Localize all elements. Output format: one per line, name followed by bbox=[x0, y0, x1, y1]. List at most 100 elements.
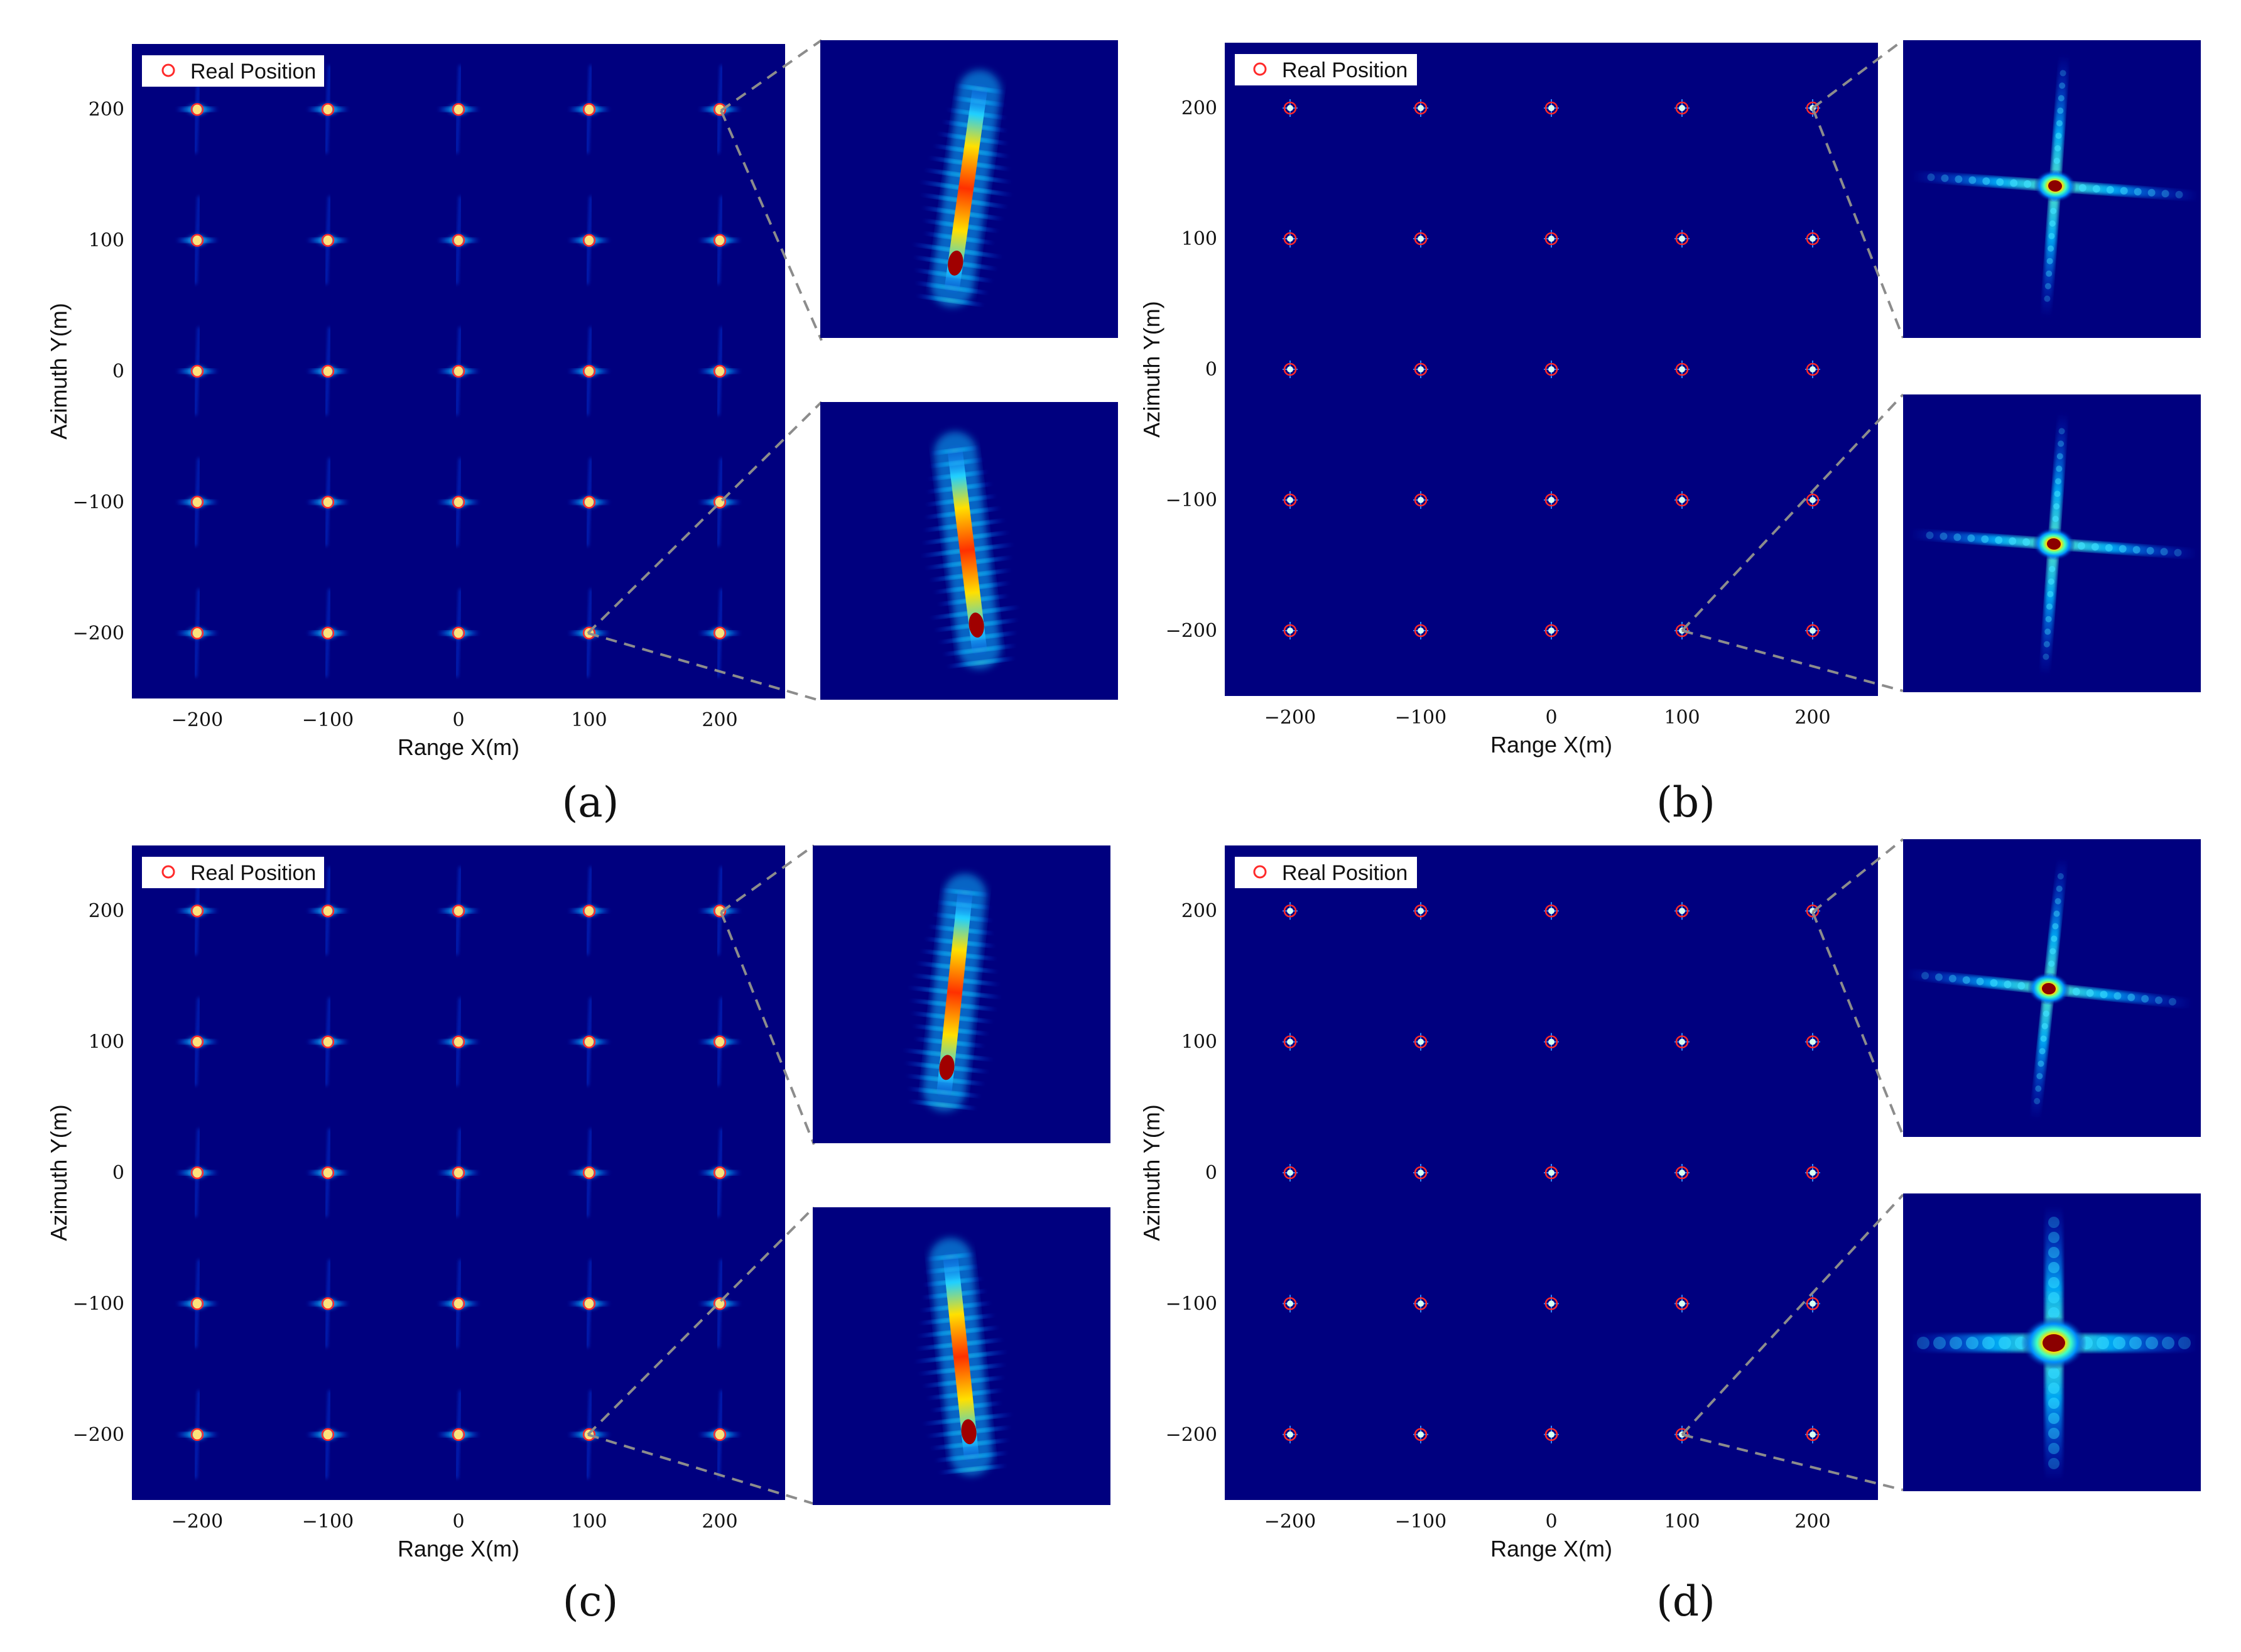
real-position-marker bbox=[452, 364, 465, 378]
target-point-response bbox=[176, 196, 219, 285]
zoom-inset-bottom bbox=[1903, 1193, 2201, 1491]
real-position-marker bbox=[1414, 904, 1428, 918]
real-position-marker bbox=[713, 364, 727, 378]
legend: Real Position bbox=[1235, 54, 1417, 85]
real-position-marker bbox=[582, 364, 596, 378]
y-ticks: 200 100 0 −100 −200 bbox=[1166, 97, 1217, 642]
y-axis-label: Azimuth Y(m) bbox=[1139, 301, 1164, 437]
target-point-response bbox=[698, 1128, 741, 1217]
inset-response bbox=[1909, 1205, 2198, 1481]
zoom-leader-lines bbox=[1681, 838, 1904, 1491]
real-position-marker bbox=[321, 102, 335, 116]
real-position-marker bbox=[1414, 493, 1428, 507]
inset-response bbox=[1911, 53, 2200, 318]
real-position-marker bbox=[1806, 101, 1820, 115]
real-position-marker bbox=[321, 496, 335, 509]
target-point-response bbox=[307, 589, 349, 677]
real-position-marker bbox=[452, 1428, 465, 1442]
target-point-response bbox=[698, 327, 741, 416]
target-point-response bbox=[307, 867, 349, 955]
inset-response bbox=[920, 388, 1021, 707]
real-position-marker bbox=[713, 1428, 727, 1442]
real-position-marker bbox=[321, 1166, 335, 1180]
target-point-response bbox=[568, 1128, 610, 1217]
y-tick-label: 100 bbox=[89, 230, 124, 252]
target-points bbox=[176, 65, 741, 677]
real-position-marker bbox=[582, 1166, 596, 1180]
real-position-marker bbox=[1414, 362, 1428, 376]
x-tick-label: 200 bbox=[702, 1511, 737, 1533]
y-tick-label: 100 bbox=[1181, 228, 1217, 250]
real-position-markers bbox=[190, 102, 727, 640]
y-tick-label: −200 bbox=[1166, 1424, 1217, 1446]
target-point-response bbox=[307, 65, 349, 154]
panel-caption: (a) bbox=[562, 778, 619, 827]
real-position-marker bbox=[1283, 1035, 1297, 1048]
target-point-response bbox=[437, 589, 480, 677]
legend-label: Real Position bbox=[190, 60, 316, 84]
x-tick-label: 0 bbox=[452, 709, 464, 731]
real-position-marker bbox=[321, 626, 335, 640]
real-position-marker bbox=[1806, 493, 1820, 507]
real-position-marker bbox=[321, 1035, 335, 1048]
target-point-response bbox=[568, 65, 610, 154]
zoom-leader-lines bbox=[587, 844, 815, 1505]
y-tick-label: 200 bbox=[89, 99, 124, 121]
real-position-marker bbox=[1544, 624, 1558, 638]
legend-label: Real Position bbox=[1282, 58, 1408, 82]
real-position-marker bbox=[1675, 493, 1689, 507]
x-tick-label: 200 bbox=[1794, 707, 1830, 729]
zoom-inset-bottom bbox=[820, 388, 1118, 707]
real-position-markers bbox=[1283, 904, 1820, 1442]
real-position-marker bbox=[321, 234, 335, 247]
target-point-response bbox=[176, 458, 219, 546]
real-position-marker bbox=[1675, 1166, 1689, 1180]
real-position-marker bbox=[1806, 904, 1820, 918]
real-position-marker bbox=[1806, 1035, 1820, 1048]
y-tick-label: 100 bbox=[89, 1031, 124, 1053]
real-position-marker bbox=[1283, 101, 1297, 115]
real-position-marker bbox=[1283, 624, 1297, 638]
panel-a: −200 −100 0 100 200 200 100 0 −100 −200 Range X(… bbox=[46, 26, 1118, 827]
target-point-response bbox=[176, 589, 219, 677]
target-point-response bbox=[307, 196, 349, 285]
target-point-response bbox=[568, 196, 610, 285]
y-tick-label: −100 bbox=[73, 491, 124, 513]
real-position-marker bbox=[1806, 1297, 1820, 1310]
target-point-response bbox=[437, 867, 480, 955]
y-tick-label: −200 bbox=[73, 1424, 124, 1446]
y-tick-label: 200 bbox=[1181, 97, 1217, 119]
real-position-marker bbox=[713, 1035, 727, 1048]
y-axis-label: Azimuth Y(m) bbox=[1139, 1104, 1164, 1241]
y-tick-label: 0 bbox=[112, 1162, 124, 1184]
x-axis-label: Range X(m) bbox=[1490, 1536, 1612, 1562]
real-position-marker bbox=[1283, 232, 1297, 246]
panel-d: −200 −100 0 100 200 200 100 0 −100 −200 Range X(… bbox=[1139, 838, 2201, 1626]
real-position-marker bbox=[452, 496, 465, 509]
target-point-response bbox=[307, 1259, 349, 1348]
real-position-marker bbox=[321, 1428, 335, 1442]
x-tick-label: −100 bbox=[302, 1511, 354, 1533]
inset-response bbox=[911, 26, 1013, 345]
target-point-response bbox=[437, 458, 480, 546]
real-position-marker bbox=[582, 234, 596, 247]
x-tick-label: −100 bbox=[302, 709, 354, 731]
real-position-marker bbox=[1544, 1035, 1558, 1048]
target-points bbox=[176, 867, 741, 1479]
real-position-marker bbox=[1675, 1035, 1689, 1048]
panel-b: −200 −100 0 100 200 200 100 0 −100 −200 Range X(… bbox=[1139, 39, 2201, 827]
target-point-response bbox=[176, 1128, 219, 1217]
real-position-marker bbox=[713, 626, 727, 640]
y-ticks: 200 100 0 −100 −200 bbox=[73, 99, 124, 644]
x-tick-label: −100 bbox=[1395, 707, 1446, 729]
x-ticks: −200 −100 0 100 200 bbox=[171, 1511, 738, 1533]
x-tick-label: −200 bbox=[171, 1511, 223, 1533]
target-point-response bbox=[568, 867, 610, 955]
panel-caption: (b) bbox=[1656, 778, 1715, 827]
legend: Real Position bbox=[142, 857, 324, 888]
legend: Real Position bbox=[1235, 857, 1417, 888]
real-position-marker bbox=[1414, 232, 1428, 246]
y-tick-label: −200 bbox=[1166, 620, 1217, 642]
x-ticks: −200 −100 0 100 200 bbox=[1264, 707, 1831, 729]
